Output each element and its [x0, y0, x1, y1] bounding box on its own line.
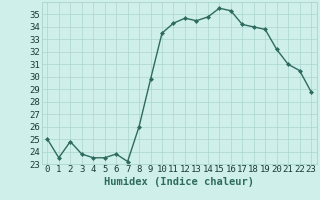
X-axis label: Humidex (Indice chaleur): Humidex (Indice chaleur): [104, 177, 254, 187]
